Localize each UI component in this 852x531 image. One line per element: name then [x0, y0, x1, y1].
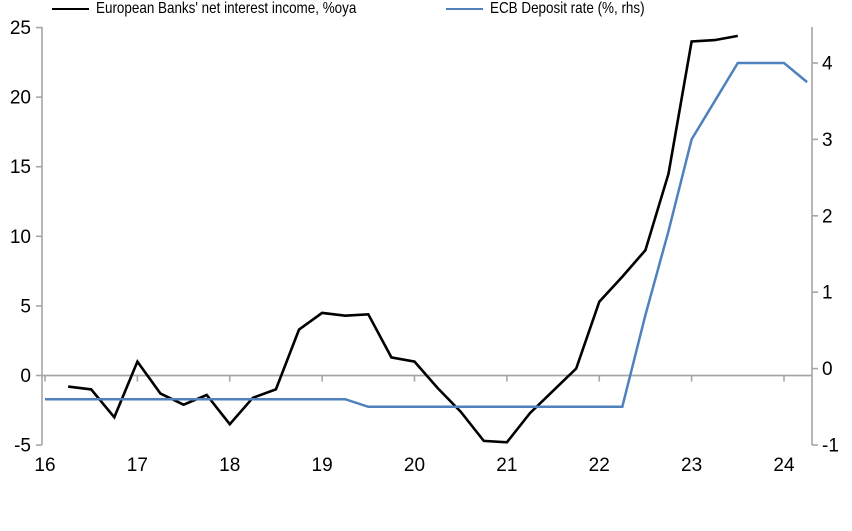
nii-line-swatch: [52, 8, 90, 10]
x-axis-tick-label: 18: [219, 455, 240, 476]
x-axis-tick-label: 23: [681, 455, 702, 476]
x-axis-tick-label: 20: [404, 455, 425, 476]
x-axis-tick-label: 24: [773, 455, 795, 476]
right-axis-tick-label: 3: [822, 130, 833, 151]
right-axis-tick-label: -1: [822, 436, 839, 457]
x-axis-tick-label: 17: [127, 455, 148, 476]
chart-legend: European Banks' net interest income, %oy…: [0, 0, 789, 18]
left-axis-tick-label: 20: [10, 88, 31, 109]
right-axis-tick-label: 4: [822, 54, 833, 75]
series-nii-line: [67, 34, 739, 444]
legend-item-ecb: ECB Deposit rate (%, rhs): [445, 0, 674, 18]
left-axis-tick-label: 5: [20, 296, 31, 317]
left-axis-tick-label: -5: [14, 436, 31, 457]
right-axis-tick-label: 0: [822, 359, 833, 380]
ecb-line-swatch: [445, 8, 483, 10]
left-axis-tick-label: 0: [20, 366, 31, 387]
legend-item-nii: European Banks' net interest income, %oy…: [52, 0, 406, 18]
x-axis-tick-label: 19: [312, 455, 333, 476]
right-axis-tick-label: 2: [822, 206, 833, 227]
legend-label: ECB Deposit rate (%, rhs): [489, 0, 645, 17]
series-ecb-line: [45, 61, 808, 409]
left-axis-tick-label: 10: [10, 227, 31, 248]
legend-label: European Banks' net interest income, %oy…: [96, 0, 357, 17]
left-axis-tick-label: 15: [10, 157, 31, 178]
x-axis-tick-label: 22: [589, 455, 610, 476]
right-axis-tick-label: 1: [822, 283, 833, 304]
left-axis-tick-label: 25: [10, 18, 31, 39]
x-axis-tick-label: 21: [496, 455, 517, 476]
x-axis-tick-label: 16: [34, 455, 55, 476]
